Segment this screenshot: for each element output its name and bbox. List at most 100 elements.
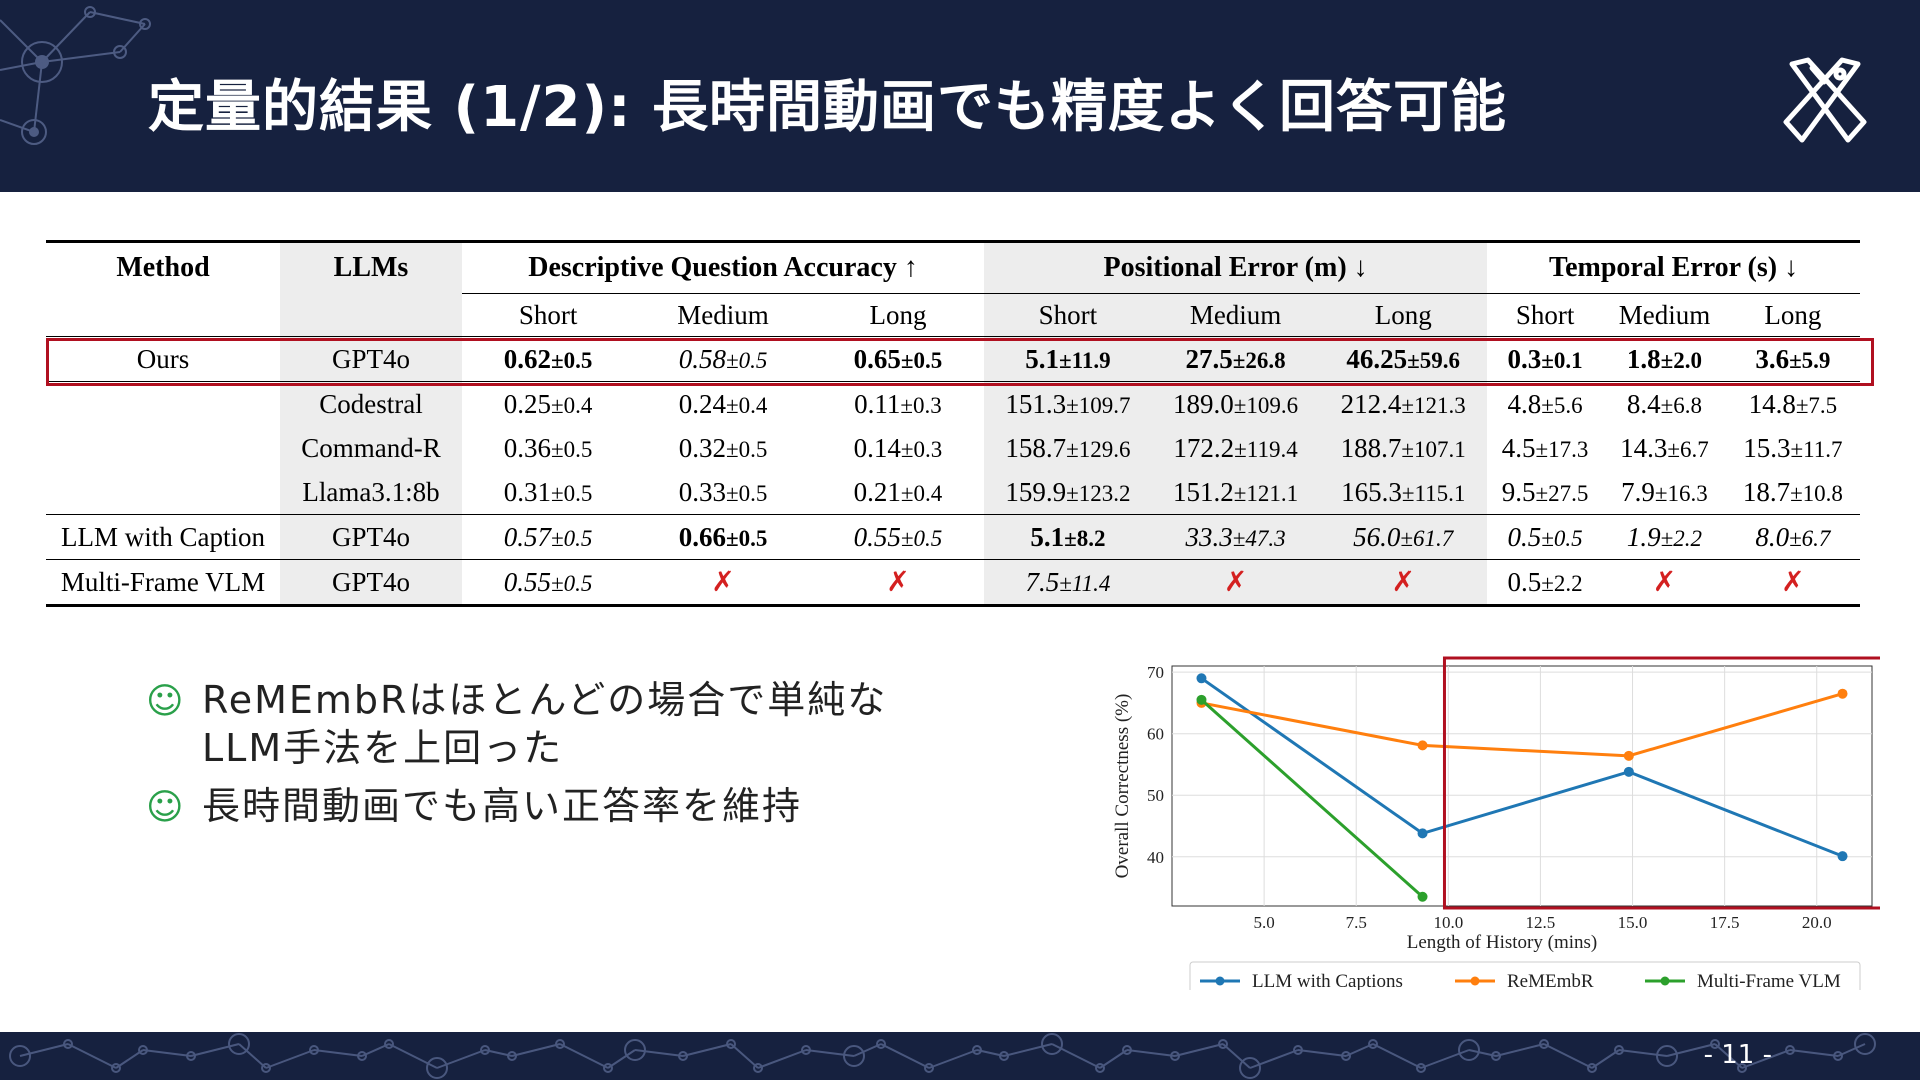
cell-std: ±123.2 [1066,480,1131,506]
value-cell: 0.3±0.1 [1487,336,1604,382]
cell-value-group: 4.8±5.6 [1508,389,1583,419]
cell-std: ±10.8 [1790,480,1843,506]
bullet-item: ☺ ReMEmbRはほとんどの場合で単純な LLM手法を上回った [146,676,966,772]
value-cell: 46.25±59.6 [1319,336,1488,382]
cell-std: ±27.5 [1535,480,1589,506]
cell-mean: 0.25 [503,388,552,419]
cell-std: ±0.5 [725,347,768,373]
cell-value-group: 7.5±11.4 [1025,567,1110,597]
subheader-temp-0: Short [1487,293,1604,337]
cell-value-group: 3.6±5.9 [1755,344,1830,374]
table-body: Ours GPT4o 0.62±0.5 0.58±0.5 0.65±0.5 5.1±11.… [46,336,1860,607]
value-cell: 0.36±0.5 [462,426,634,470]
cell-std: ±0.3 [900,392,942,418]
cell-value-group: 14.8±7.5 [1749,389,1838,419]
cell-std: ±8.2 [1064,525,1106,551]
value-cell: 15.3±11.7 [1726,426,1860,470]
not-available-cross-icon: ✗ [1223,567,1248,598]
legend-swatch-point [1215,976,1225,986]
value-cell: 0.58±0.5 [634,336,812,382]
not-available-cross-icon: ✗ [1391,567,1415,598]
cell-mean: 15.3 [1743,432,1791,463]
value-cell: 18.7±10.8 [1725,470,1860,515]
cell-mean: 172.2 [1173,432,1235,463]
cell-mean: 46.25 [1346,343,1408,374]
cell-mean: 0.36 [503,432,552,463]
results-table: Method LLMs Descriptive Question Accurac… [46,240,1860,607]
value-cell: 0.5±0.5 [1487,514,1604,560]
value-cell: 0.57±0.5 [462,514,635,560]
cell-mean: 0.55 [853,521,901,552]
cell-std: ±0.5 [551,436,593,462]
page-number: - 11 - [1703,1040,1772,1070]
cell-mean: 212.4 [1340,388,1402,419]
cell-value-group: 151.2±121.1 [1173,477,1298,507]
cell-value-group: 0.5±2.2 [1508,567,1583,597]
cell-value-group: 0.58±0.5 [679,344,768,374]
cell-std: ±16.3 [1654,480,1708,506]
cell-value-group: 0.5±0.5 [1508,522,1583,552]
subheader-dqa-0: Short [462,293,635,337]
cell-mean: 159.9 [1005,476,1067,507]
cell-std: ±0.5 [551,525,593,551]
cell-mean: 18.7 [1742,476,1791,507]
value-cell: ✗ [1725,559,1860,607]
value-cell: 151.3±109.7 [984,381,1152,426]
series-point [1837,851,1848,862]
cell-value-group: 5.1±8.2 [1030,522,1105,552]
cell-mean: 0.21 [853,476,901,507]
cell-mean: 14.3 [1620,432,1668,463]
cell-mean: 0.33 [678,476,726,507]
constellation-decoration-icon [0,6,151,145]
cell-value-group: 0.36±0.5 [504,433,593,463]
table-header-row: Method LLMs Descriptive Question Accurac… [46,240,1860,294]
cell-mean: 0.5 [1507,521,1542,552]
cell-value-group: 14.3±6.7 [1620,433,1709,463]
cell-mean: 0.31 [503,476,552,507]
cell-std: ±121.3 [1401,392,1466,418]
x-tick-label: 7.5 [1346,913,1367,932]
cell-mean: 0.65 [853,343,901,374]
cell-std: ±0.5 [900,525,943,551]
table-row: Codestral 0.25±0.4 0.24±0.4 0.11±0.3 151.3±1… [46,381,1860,427]
smiley-icon: ☺ [146,681,186,722]
cell-std: ±5.9 [1789,347,1831,373]
cell-mean: 0.32 [678,432,726,463]
x-tick-label: 17.5 [1710,913,1740,932]
series-line [1201,692,1843,758]
cell-std: ±119.4 [1234,436,1298,462]
y-tick-label: 70 [1147,663,1164,682]
cell-mean: 0.58 [678,343,726,374]
value-cell: 188.7±107.1 [1319,426,1488,470]
header-method: Method [46,240,280,294]
cell-mean: 0.55 [503,566,552,597]
cell-value-group: 0.62±0.5 [504,344,593,374]
cell-std: ±115.1 [1401,480,1466,506]
legend-swatch-point [1470,976,1480,986]
correctness-line-chart: 5.0 7.5 10.0 12.5 15.0 17.5 20.0 40 50 60 70 Length… [1112,656,1880,990]
cell-value-group: 1.9±2.2 [1627,522,1702,552]
value-cell: 9.5±27.5 [1487,470,1604,515]
cell-value-group: 9.5±27.5 [1502,477,1589,507]
cell-std: ±0.5 [725,525,768,551]
value-cell: 5.1±11.9 [984,336,1152,382]
value-cell: 5.1±8.2 [984,514,1152,560]
cell-std: ±5.6 [1541,392,1583,418]
value-cell: 14.3±6.7 [1603,426,1726,470]
llm-cell: Codestral [280,381,462,426]
cell-mean: 4.8 [1507,388,1542,419]
cell-value-group: 0.14±0.3 [854,433,943,463]
value-cell: 1.9±2.2 [1603,514,1726,560]
method-cell [46,426,280,470]
cell-mean: 33.3 [1185,521,1233,552]
cell-value-group: 7.9±16.3 [1621,477,1708,507]
value-cell: 158.7±129.6 [984,426,1152,470]
not-available-cross-icon: ✗ [711,567,735,598]
table-row: LLM with Caption GPT4o 0.57±0.5 0.66±0.5 0.5… [46,514,1860,560]
value-cell: 8.4±6.8 [1603,382,1726,427]
cell-value-group: 0.24±0.4 [679,389,768,419]
value-cell: 0.55±0.5 [811,514,985,560]
legend-label: ReMEmbR [1507,971,1594,990]
cell-mean: 189.0 [1173,388,1234,419]
cell-mean: 14.8 [1748,388,1796,419]
